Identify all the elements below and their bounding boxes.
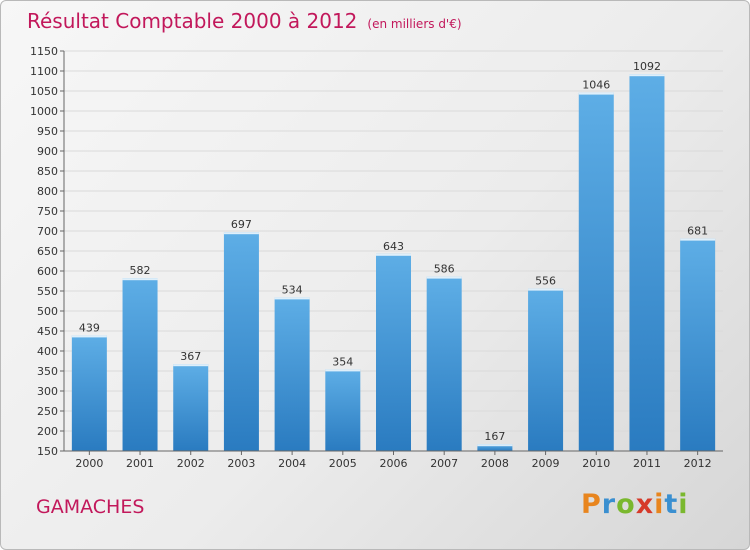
bar	[173, 364, 209, 451]
x-tick-label: 2008	[481, 457, 509, 470]
data-label: 681	[687, 225, 708, 238]
bar	[325, 369, 361, 451]
data-label: 354	[332, 355, 353, 368]
y-tick-label: 550	[37, 285, 58, 298]
x-tick-label: 2005	[329, 457, 357, 470]
data-label: 439	[79, 321, 100, 334]
bar-highlight	[528, 288, 564, 291]
bar-highlight	[426, 276, 462, 279]
x-tick-label: 2003	[227, 457, 255, 470]
y-tick-label: 1100	[30, 65, 58, 78]
y-tick-label: 450	[37, 325, 58, 338]
y-tick-label: 250	[37, 405, 58, 418]
data-label: 586	[434, 263, 455, 276]
data-label: 582	[130, 264, 151, 277]
proxiti-logo: Proxiti	[581, 489, 689, 520]
logo-letter: P	[581, 489, 602, 520]
bar	[71, 335, 107, 451]
bar	[426, 276, 462, 451]
data-label: 167	[484, 430, 505, 443]
bar-highlight	[477, 444, 513, 447]
bar-highlight	[223, 232, 259, 235]
x-tick-label: 2004	[278, 457, 306, 470]
logo-letter: o	[616, 489, 636, 520]
y-tick-label: 700	[37, 225, 58, 238]
bar	[274, 297, 310, 451]
bar	[629, 74, 665, 451]
y-tick-label: 1150	[30, 45, 58, 58]
bar	[223, 232, 259, 451]
data-label: 367	[180, 350, 201, 363]
logo-letter: i	[678, 489, 689, 520]
bar-highlight	[578, 92, 614, 95]
bar-highlight	[376, 253, 411, 256]
y-tick-label: 750	[37, 205, 58, 218]
y-tick-label: 200	[37, 425, 58, 438]
bar-highlight	[122, 278, 158, 281]
x-tick-label: 2012	[684, 457, 712, 470]
chart-title: Résultat Comptable 2000 à 2012 (en millie…	[27, 9, 462, 33]
y-tick-label: 300	[37, 385, 58, 398]
y-tick-label: 1000	[30, 105, 58, 118]
y-tick-label: 600	[37, 265, 58, 278]
logo-letter: i	[654, 489, 665, 520]
data-label: 534	[282, 283, 303, 296]
x-tick-label: 2010	[582, 457, 610, 470]
bar	[578, 92, 614, 451]
chart-title-text: Résultat Comptable 2000 à 2012	[27, 9, 358, 33]
x-tick-label: 2007	[430, 457, 458, 470]
data-label: 697	[231, 218, 252, 231]
x-tick-label: 2006	[380, 457, 408, 470]
x-tick-label: 2001	[126, 457, 154, 470]
y-tick-label: 950	[37, 125, 58, 138]
bar-highlight	[71, 335, 107, 338]
bar	[376, 253, 411, 451]
bar	[477, 444, 513, 451]
y-tick-label: 150	[37, 445, 58, 458]
logo-letter: t	[664, 489, 679, 520]
bar	[680, 238, 716, 451]
data-label: 556	[535, 275, 556, 288]
x-tick-label: 2000	[75, 457, 103, 470]
logo-letter: x	[635, 489, 655, 520]
data-label: 643	[383, 240, 404, 253]
data-label: 1092	[633, 60, 661, 73]
y-tick-label: 900	[37, 145, 58, 158]
x-tick-label: 2009	[532, 457, 560, 470]
y-tick-label: 800	[37, 185, 58, 198]
bar-highlight	[173, 364, 209, 367]
y-tick-label: 1050	[30, 85, 58, 98]
x-tick-label: 2011	[633, 457, 661, 470]
y-tick-label: 400	[37, 345, 58, 358]
location-name: GAMACHES	[36, 496, 145, 518]
bar	[122, 278, 158, 451]
bar-highlight	[629, 74, 665, 77]
bar-highlight	[274, 297, 310, 300]
bar-highlight	[325, 369, 361, 372]
bar-highlight	[680, 238, 716, 241]
data-label: 1046	[582, 79, 610, 92]
x-tick-label: 2002	[177, 457, 205, 470]
bar	[528, 288, 564, 451]
y-tick-label: 650	[37, 245, 58, 258]
chart-subtitle: (en milliers d'€)	[367, 17, 462, 31]
y-tick-label: 500	[37, 305, 58, 318]
y-tick-label: 850	[37, 165, 58, 178]
y-tick-label: 350	[37, 365, 58, 378]
logo-letter: r	[601, 489, 617, 520]
